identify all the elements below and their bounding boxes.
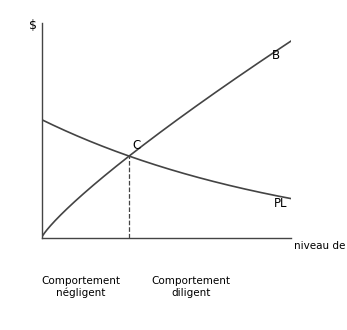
Text: niveau de diligence: niveau de diligence (294, 241, 347, 251)
Text: Comportement
diligent: Comportement diligent (151, 276, 230, 298)
Text: C: C (133, 139, 141, 152)
Text: PL: PL (274, 197, 288, 210)
Text: $: $ (29, 19, 37, 32)
Text: B: B (271, 49, 280, 62)
Text: Comportement
négligent: Comportement négligent (42, 276, 120, 298)
